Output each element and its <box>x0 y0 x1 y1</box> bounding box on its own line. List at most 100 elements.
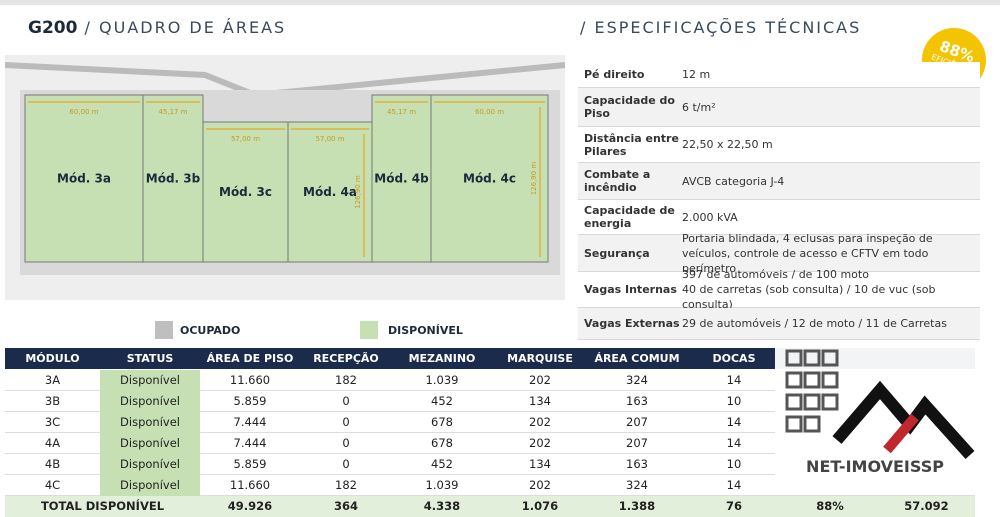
spec-value: 6 t/m² <box>682 100 716 114</box>
legend-occupied-swatch <box>155 321 173 339</box>
table-cell: 202 <box>529 478 551 492</box>
column-header: MARQUISE <box>507 352 573 365</box>
column-header: STATUS <box>126 352 174 365</box>
table-cell: 1.039 <box>425 373 459 387</box>
spec-label: Capacidade do Piso <box>584 94 675 120</box>
table-cell: 10 <box>726 394 742 408</box>
status-cell: Disponível <box>100 412 200 433</box>
watermark-text: NET-IMOVEISSP <box>806 457 944 476</box>
table-cell: 4B <box>44 457 61 471</box>
table-cell: 14 <box>726 415 742 429</box>
table-cell: 134 <box>529 457 551 471</box>
total-cell: 1.076 <box>521 499 559 513</box>
spec-row: Capacidade de energia 2.000 kVA <box>578 200 980 235</box>
spec-row: Vagas Externas 29 de automóveis / 12 de m… <box>578 308 980 340</box>
total-cell: 49.926 <box>227 499 273 513</box>
table-cell: 452 <box>431 394 453 408</box>
column-header: MEZANINO <box>408 352 476 365</box>
row-line <box>5 390 975 391</box>
table-cell: 163 <box>626 394 648 408</box>
table-cell: 202 <box>529 373 551 387</box>
table-cell: 3C <box>44 415 61 429</box>
status-cell: Disponível <box>100 433 200 454</box>
table-cell: 182 <box>335 478 357 492</box>
title-text: / QUADRO DE ÁREAS <box>84 18 287 37</box>
spec-label: Capacidade de energia <box>584 204 675 230</box>
table-cell: 0 <box>342 436 350 450</box>
spec-row: Distância entre Pilares 22,50 x 22,50 m <box>578 127 980 163</box>
table-cell: 7.444 <box>233 436 267 450</box>
table-cell: 207 <box>626 415 648 429</box>
floor-plan: Mód. 3a 60,00 m Mód. 3b 45,17 m Mód. 3c 57,00… <box>5 55 566 339</box>
table-cell: 7.444 <box>233 415 267 429</box>
table-cell: 0 <box>342 457 350 471</box>
table-cell: 202 <box>529 415 551 429</box>
watermark-logo: NET-IMOVEISSP <box>785 349 975 476</box>
column-header: ÁREA DE PISO <box>206 352 294 365</box>
row-line <box>5 432 975 433</box>
module-label: Mód. 3b <box>146 172 201 186</box>
module <box>24 94 144 263</box>
table-cell: 11.660 <box>229 478 271 492</box>
table-cell: 1.039 <box>425 478 459 492</box>
spec-value: 12 m <box>682 68 711 81</box>
spec-row: Segurança Portaria blindada, 4 eclusas pa… <box>578 232 980 275</box>
table-cell: 182 <box>335 373 357 387</box>
table-cell: 3B <box>44 394 61 408</box>
module-label: Mód. 3c <box>219 185 272 199</box>
code: G200 <box>28 18 78 38</box>
spec-value: Portaria blindada, 4 eclusas para inspeç… <box>682 231 933 275</box>
spec-label: Segurança <box>584 246 650 260</box>
table-cell: 5.859 <box>233 457 267 471</box>
width-label: 45,17 m <box>158 108 187 116</box>
width-label: 60,00 m <box>69 108 98 116</box>
spec-value: 29 de automóveis / 12 de moto / 11 de Ca… <box>682 317 947 330</box>
table-cell: 11.660 <box>229 373 271 387</box>
total-cell: 76 <box>725 499 742 513</box>
total-cell: 364 <box>333 499 358 513</box>
table-cell: 3A <box>44 373 61 387</box>
status-cell: Disponível <box>100 454 200 475</box>
spec-row: Capacidade do Piso 6 t/m² <box>578 88 980 127</box>
row-line <box>5 411 975 412</box>
status-cell: Disponível <box>100 475 200 496</box>
depth-label: 126,90 m <box>530 162 538 196</box>
table-cell: 0 <box>342 394 350 408</box>
top-bar <box>0 0 1000 5</box>
table-cell: 14 <box>726 478 742 492</box>
title: G200 / QUADRO DE ÁREAS <box>28 18 286 38</box>
row-line <box>5 495 975 496</box>
total-cell: 88% <box>816 499 844 513</box>
column-header: ÁREA COMUM <box>594 352 680 365</box>
spec-value: 22,50 x 22,50 m <box>682 138 773 151</box>
table-cell: 134 <box>529 394 551 408</box>
table-cell: 324 <box>626 478 648 492</box>
module <box>430 94 549 263</box>
spec-label: Distância entre Pilares <box>584 131 679 158</box>
table-cell: 14 <box>726 436 742 450</box>
width-label: 57,00 m <box>315 135 344 143</box>
table-cell: 4A <box>44 436 61 450</box>
module <box>371 94 432 263</box>
module-label: Mód. 4b <box>374 172 429 186</box>
status-cell: Disponível <box>100 370 200 391</box>
spec-label: Vagas Externas <box>584 317 680 330</box>
legend-available: DISPONÍVEL <box>388 324 463 337</box>
table-cell: 14 <box>726 373 742 387</box>
column-header: RECEPÇÃO <box>313 352 379 365</box>
table-cell: 202 <box>529 436 551 450</box>
table-header-bg <box>5 348 975 369</box>
spec-row: Combate a incêndio AVCB categoria J-4 <box>578 163 980 200</box>
module-label: Mód. 4a <box>303 185 357 199</box>
total-cell: 1.388 <box>618 499 656 513</box>
table-cell: 678 <box>431 436 453 450</box>
table-cell: 4C <box>44 478 61 492</box>
width-label: 45,17 m <box>387 108 416 116</box>
status-cell: Disponível <box>100 391 200 412</box>
width-label: 57,00 m <box>231 135 260 143</box>
module-label: Mód. 3a <box>57 172 111 186</box>
table-cell: 678 <box>431 415 453 429</box>
spec-label: Pé direito <box>584 68 645 81</box>
row-line <box>5 453 975 454</box>
